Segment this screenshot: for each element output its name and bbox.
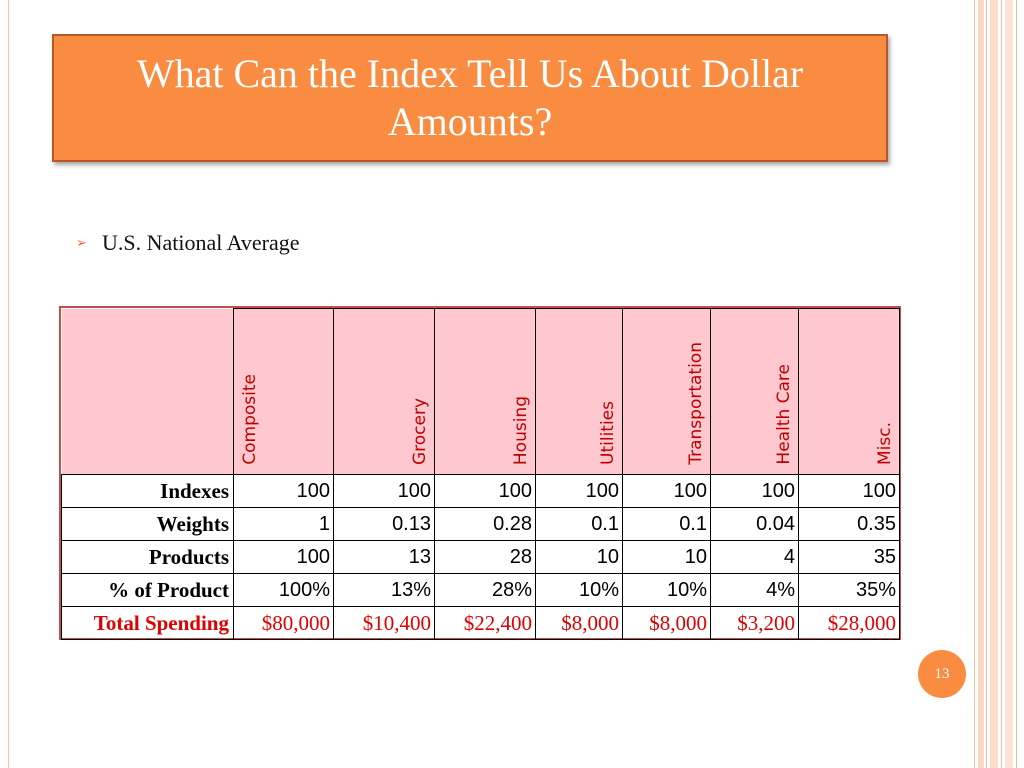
total-row: Total Spending $80,000 $10,400 $22,400 $… xyxy=(61,606,900,640)
data-table: Composite Grocery Housing Utilities Tran… xyxy=(61,308,900,640)
table-cell: 100% xyxy=(233,573,334,607)
table-cell: 100 xyxy=(535,474,623,508)
table-cell: 28 xyxy=(434,540,536,574)
table-row: Weights 1 0.13 0.28 0.1 0.1 0.04 0.35 xyxy=(61,507,900,541)
table-cell: $28,000 xyxy=(798,606,900,640)
table-cell: 100 xyxy=(233,474,334,508)
table-cell: 100 xyxy=(434,474,536,508)
table-cell: 4% xyxy=(710,573,799,607)
decorative-stripe xyxy=(1016,0,1017,768)
page-number-badge: 13 xyxy=(918,650,966,698)
table-cell: 0.28 xyxy=(434,507,536,541)
decorative-stripe xyxy=(978,0,984,768)
slide-title: What Can the Index Tell Us About Dollar … xyxy=(136,51,804,144)
decorative-stripe xyxy=(1001,0,1002,768)
row-label: % of Product xyxy=(61,573,234,607)
table-cell: 100 xyxy=(798,474,900,508)
row-label: Indexes xyxy=(61,474,234,508)
column-header: Composite xyxy=(233,308,334,475)
table-cell: 0.13 xyxy=(333,507,435,541)
table-cell: $10,400 xyxy=(333,606,435,640)
row-label: Weights xyxy=(61,507,234,541)
table-cell: 100 xyxy=(333,474,435,508)
decorative-stripe xyxy=(990,0,998,768)
table-cell: 4 xyxy=(710,540,799,574)
table-cell: 13% xyxy=(333,573,435,607)
table-cell: 0.1 xyxy=(622,507,711,541)
spending-table: Composite Grocery Housing Utilities Tran… xyxy=(59,306,901,640)
table-cell: 35 xyxy=(798,540,900,574)
table-row: % of Product 100% 13% 28% 10% 10% 4% 35% xyxy=(61,573,900,607)
table-cell: $8,000 xyxy=(622,606,711,640)
arrow-bullet-icon: ➢ xyxy=(76,235,87,251)
header-row: Composite Grocery Housing Utilities Tran… xyxy=(61,308,900,475)
column-header: Grocery xyxy=(333,308,435,475)
table-cell: 0.1 xyxy=(535,507,623,541)
corner-cell xyxy=(61,308,234,475)
table-cell: $3,200 xyxy=(710,606,799,640)
table-row: Products 100 13 28 10 10 4 35 xyxy=(61,540,900,574)
column-header: Misc. xyxy=(798,308,900,475)
column-header: Utilities xyxy=(535,308,623,475)
column-header: Health Care xyxy=(710,308,799,475)
table-cell: 10% xyxy=(535,573,623,607)
table-cell: 35% xyxy=(798,573,900,607)
column-header: Transportation xyxy=(622,308,711,475)
table-cell: 100 xyxy=(622,474,711,508)
table-cell: 0.04 xyxy=(710,507,799,541)
table-cell: $80,000 xyxy=(233,606,334,640)
bullet-item: ➢ U.S. National Average xyxy=(76,228,300,258)
table-row: Indexes 100 100 100 100 100 100 100 xyxy=(61,474,900,508)
table-cell: $22,400 xyxy=(434,606,536,640)
row-label: Total Spending xyxy=(61,606,234,640)
table-cell: 13 xyxy=(333,540,435,574)
table-cell: 1 xyxy=(233,507,334,541)
table-cell: 10 xyxy=(535,540,623,574)
table-cell: $8,000 xyxy=(535,606,623,640)
table-cell: 28% xyxy=(434,573,536,607)
table-cell: 0.35 xyxy=(798,507,900,541)
title-box: What Can the Index Tell Us About Dollar … xyxy=(52,34,888,162)
bullet-text: U.S. National Average xyxy=(102,230,300,255)
table-cell: 10% xyxy=(622,573,711,607)
decorative-stripe xyxy=(986,0,987,768)
column-header: Housing xyxy=(434,308,536,475)
table-cell: 100 xyxy=(710,474,799,508)
table-cell: 10 xyxy=(622,540,711,574)
slide-frame xyxy=(8,0,975,768)
decorative-stripe xyxy=(1005,0,1013,768)
table-cell: 100 xyxy=(233,540,334,574)
row-label: Products xyxy=(61,540,234,574)
